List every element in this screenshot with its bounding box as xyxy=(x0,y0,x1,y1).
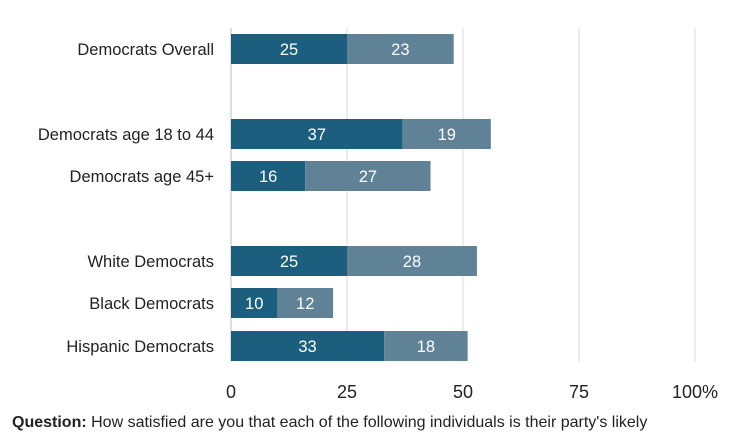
x-tick-label: 0 xyxy=(226,382,236,402)
bar-value-label: 12 xyxy=(296,295,314,313)
category-label: Black Democrats xyxy=(89,295,214,313)
bar-segment xyxy=(402,119,491,149)
category-label: White Democrats xyxy=(87,253,214,271)
bar-segment xyxy=(231,331,385,361)
bar-value-label: 28 xyxy=(403,253,421,271)
bar-segment xyxy=(305,161,431,191)
bar-segment xyxy=(384,331,468,361)
bar-value-label: 18 xyxy=(417,338,435,356)
category-label: Democrats age 18 to 44 xyxy=(38,126,214,144)
bar-segment xyxy=(231,34,347,64)
bar-value-label: 23 xyxy=(391,41,409,59)
bar-segment xyxy=(347,34,454,64)
category-label: Democrats age 45+ xyxy=(70,168,214,186)
x-tick-label: 100% xyxy=(672,382,718,402)
bar-value-label: 19 xyxy=(438,126,456,144)
bar-value-label: 37 xyxy=(308,126,326,144)
bar-segment xyxy=(231,161,306,191)
bar-segment xyxy=(231,246,347,276)
category-labels: Democrats Overall Democrats age 18 to 44 D… xyxy=(38,41,214,356)
bar-segment xyxy=(231,119,403,149)
footnote-prefix: Question: xyxy=(12,414,87,431)
x-tick-label: 75 xyxy=(569,382,589,402)
bar-value-label: 25 xyxy=(280,41,298,59)
bar-value-label: 33 xyxy=(298,338,316,356)
bar-segment xyxy=(347,246,477,276)
bar-segment xyxy=(231,288,278,318)
x-axis-ticks: 0 25 50 75 100% xyxy=(226,382,718,402)
category-label: Democrats Overall xyxy=(77,41,214,59)
bar-value-label: 16 xyxy=(259,168,277,186)
x-tick-label: 50 xyxy=(453,382,473,402)
bar-value-label: 27 xyxy=(359,168,377,186)
footnote-text: How satisfied are you that each of the f… xyxy=(91,414,648,431)
bar-segment xyxy=(277,288,334,318)
x-tick-label: 25 xyxy=(337,382,357,402)
bar-value-label: 10 xyxy=(245,295,263,313)
footnote: Question: How satisfied are you that eac… xyxy=(12,413,742,433)
bars: 25 23 37 19 16 27 25 28 10 12 33 18 xyxy=(231,34,491,361)
category-label: Hispanic Democrats xyxy=(66,338,214,356)
bar-value-label: 25 xyxy=(280,253,298,271)
